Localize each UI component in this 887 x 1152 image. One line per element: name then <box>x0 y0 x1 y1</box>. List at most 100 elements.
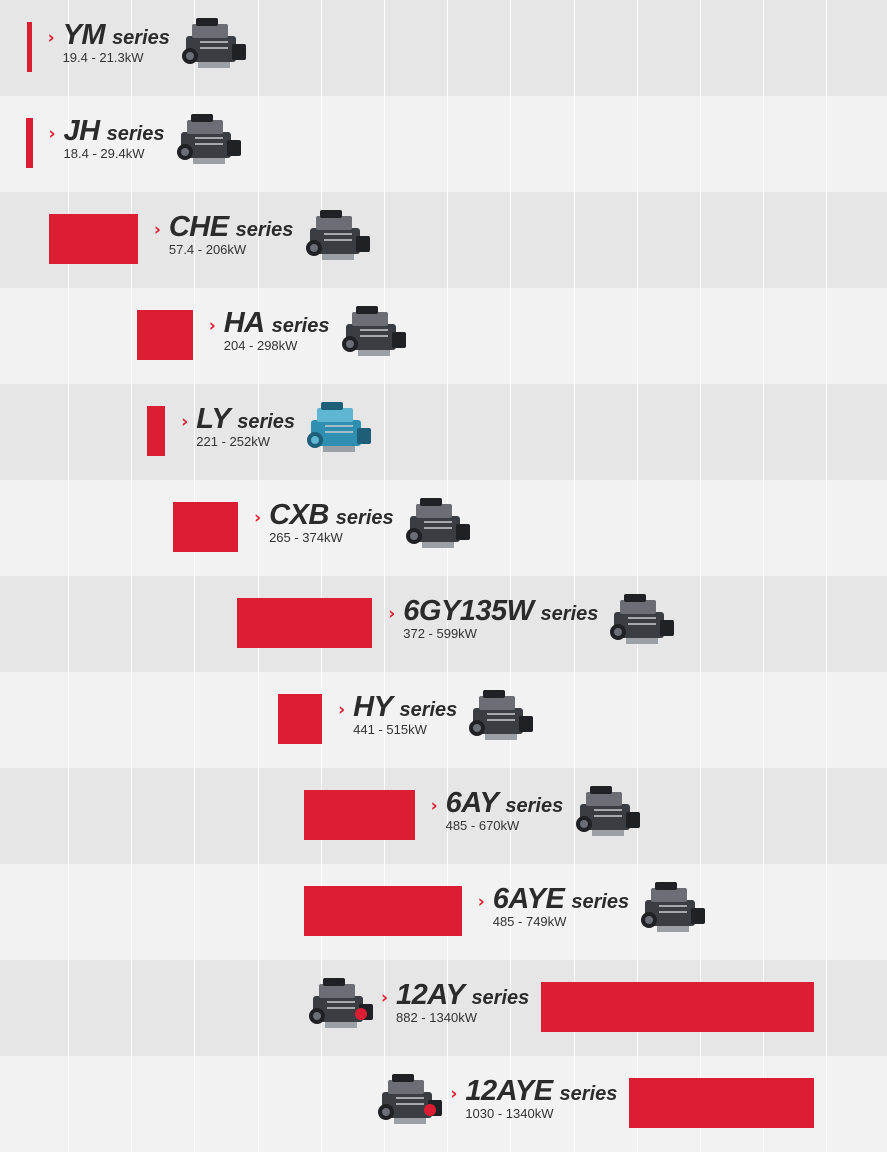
series-name-line: 12AY series <box>381 980 529 1010</box>
series-name: HA <box>223 307 265 339</box>
row-band <box>0 0 887 96</box>
series-name: HY <box>353 691 393 723</box>
series-label[interactable]: › 6GY135W series 372 - 599kW <box>388 596 598 642</box>
gridline <box>637 0 638 1152</box>
range-bar <box>136 310 193 360</box>
marine-engine-icon <box>463 686 537 746</box>
series-suffix: series <box>106 123 165 145</box>
gridline <box>510 0 511 1152</box>
series-suffix: series <box>399 699 458 721</box>
gridline <box>384 0 385 1152</box>
series-name: 12AY <box>396 979 465 1011</box>
series-name-line: YM series <box>48 20 170 50</box>
range-label: 19.4 - 21.3kW <box>62 50 144 65</box>
series-suffix: series <box>471 987 530 1009</box>
series-label[interactable]: › JH series 18.4 - 29.4kW <box>49 116 165 162</box>
range-bar <box>236 598 373 648</box>
range-label: 57.4 - 206kW <box>168 242 247 257</box>
range-label: 485 - 749kW <box>492 914 567 929</box>
range-label: 221 - 252kW <box>196 434 270 449</box>
marine-engine-icon <box>604 590 678 650</box>
range-bar <box>146 406 166 456</box>
marine-engine-icon <box>300 206 374 266</box>
range-label: 441 - 515kW <box>353 722 427 737</box>
marine-engine-icon <box>400 494 474 554</box>
range-bar <box>278 694 323 744</box>
series-name: JH <box>63 115 101 147</box>
series-name-line: CHE series <box>154 212 294 242</box>
series-label[interactable]: › HA series 204 - 298kW <box>209 308 330 354</box>
series-name: 12AYE <box>465 1075 553 1107</box>
gridline <box>68 0 69 1152</box>
chevron-right-icon: › <box>48 124 56 144</box>
gridline <box>574 0 575 1152</box>
series-label[interactable]: › HY series 441 - 515kW <box>338 692 457 738</box>
gridline <box>447 0 448 1152</box>
chevron-right-icon: › <box>388 604 396 624</box>
series-suffix: series <box>505 795 564 817</box>
range-bar <box>541 982 815 1032</box>
series-label[interactable]: › CHE series 57.4 - 206kW <box>154 212 294 258</box>
series-name-line: CXB series <box>254 500 394 530</box>
marine-engine-icon <box>176 14 250 74</box>
gridline <box>763 0 764 1152</box>
series-suffix: series <box>271 315 330 337</box>
series-name-line: 6AY series <box>431 788 564 818</box>
range-label: 372 - 599kW <box>403 626 477 641</box>
series-label[interactable]: › 6AYE series 485 - 749kW <box>478 884 629 930</box>
series-name: 6AY <box>445 787 499 819</box>
series-label[interactable]: › 12AY series 882 - 1340kW <box>381 980 529 1026</box>
series-suffix: series <box>559 1083 618 1105</box>
series-name-line: 12AYE series <box>450 1076 617 1106</box>
series-suffix: series <box>237 411 296 433</box>
series-name-line: 6GY135W series <box>388 596 598 626</box>
range-bar <box>629 1078 815 1128</box>
marine-engine-icon <box>570 782 644 842</box>
series-suffix: series <box>335 507 394 529</box>
row-band <box>0 576 887 672</box>
range-label: 882 - 1340kW <box>396 1010 477 1025</box>
gridline <box>826 0 827 1152</box>
series-label[interactable]: › LY series 221 - 252kW <box>181 404 295 450</box>
row-band <box>0 672 887 768</box>
gridline <box>194 0 195 1152</box>
series-name-line: LY series <box>181 404 295 434</box>
row-band <box>0 192 887 288</box>
series-name-line: HA series <box>209 308 330 338</box>
range-label: 485 - 670kW <box>445 818 520 833</box>
series-name: 6AYE <box>492 883 565 915</box>
gridline <box>700 0 701 1152</box>
series-name-line: 6AYE series <box>478 884 629 914</box>
series-label[interactable]: › YM series 19.4 - 21.3kW <box>48 20 170 66</box>
series-name-line: JH series <box>49 116 165 146</box>
series-suffix: series <box>235 219 294 241</box>
chevron-right-icon: › <box>450 1084 458 1104</box>
range-label: 265 - 374kW <box>269 530 343 545</box>
chevron-right-icon: › <box>338 700 346 720</box>
series-suffix: series <box>540 603 599 625</box>
chevron-right-icon: › <box>430 796 438 816</box>
series-label[interactable]: › 6AY series 485 - 670kW <box>431 788 564 834</box>
range-label: 18.4 - 29.4kW <box>63 146 145 161</box>
gridline <box>321 0 322 1152</box>
series-name-line: HY series <box>338 692 457 722</box>
chevron-right-icon: › <box>47 28 55 48</box>
chevron-right-icon: › <box>181 412 189 432</box>
chevron-right-icon: › <box>477 892 485 912</box>
series-label[interactable]: › 12AYE series 1030 - 1340kW <box>450 1076 617 1122</box>
marine-engine-icon <box>303 974 377 1034</box>
series-label[interactable]: › CXB series 265 - 374kW <box>254 500 394 546</box>
row-band <box>0 768 887 864</box>
series-name: 6GY135W <box>403 595 534 627</box>
series-name: YM <box>62 19 106 51</box>
gridline <box>131 0 132 1152</box>
marine-engine-icon <box>336 302 410 362</box>
marine-engine-icon <box>635 878 709 938</box>
chevron-right-icon: › <box>208 316 216 336</box>
chevron-right-icon: › <box>153 220 161 240</box>
row-band <box>0 96 887 192</box>
row-band <box>0 384 887 480</box>
range-bar <box>49 214 138 264</box>
marine-engine-icon <box>171 110 245 170</box>
